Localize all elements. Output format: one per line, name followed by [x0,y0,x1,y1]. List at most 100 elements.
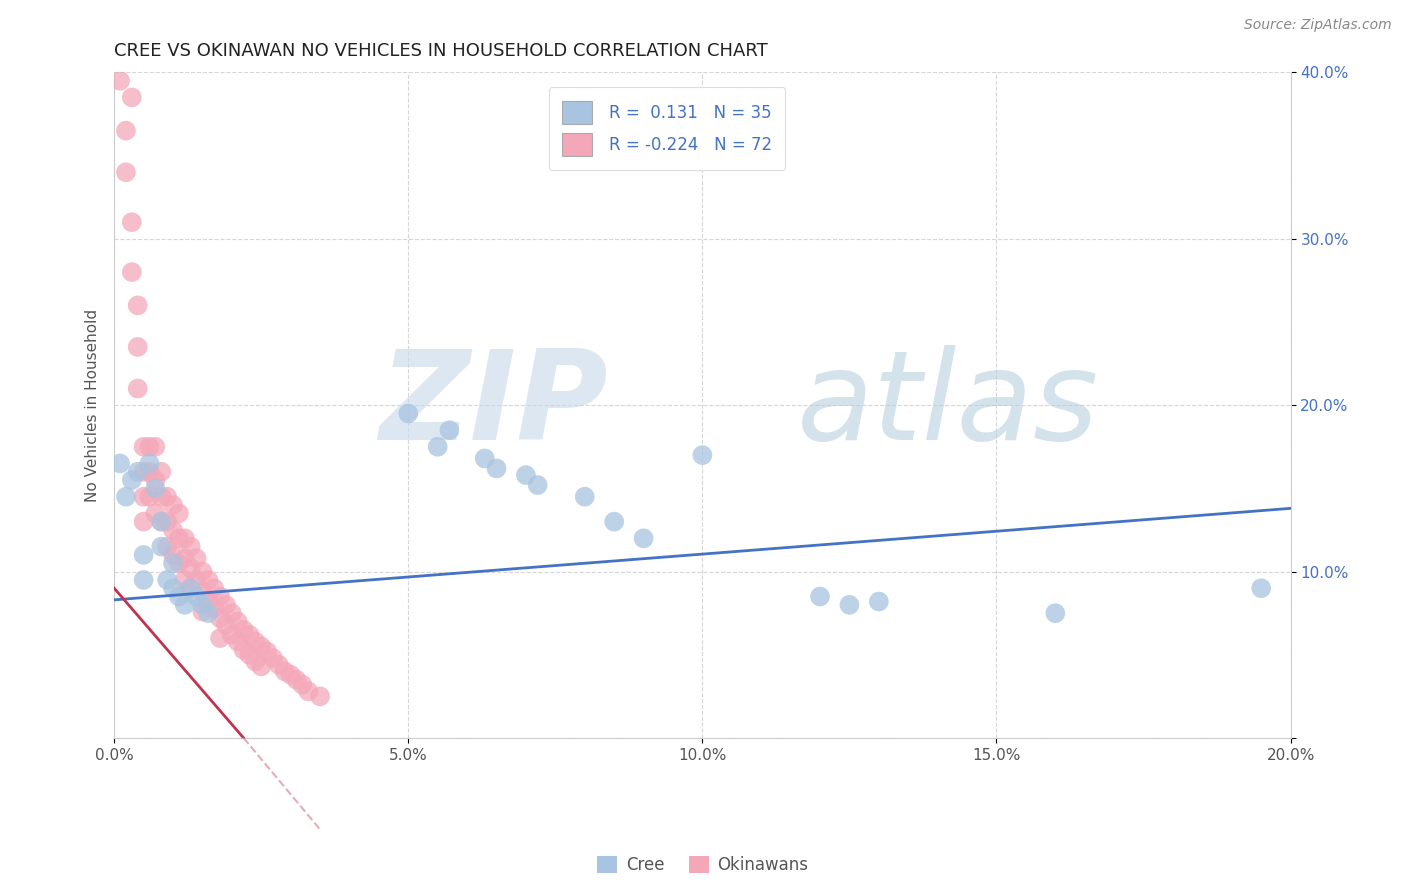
Point [202,601,225,615]
Point [191,598,214,612]
Point [150,490,173,504]
Point [191,584,214,599]
Point [145,482,167,496]
Point [197,606,219,620]
Point [156,490,179,504]
Point [121,473,143,487]
Point [215,598,238,612]
Point [396,407,419,421]
Point [150,515,173,529]
Point [197,594,219,608]
Point [132,490,155,504]
Point [162,548,184,562]
Point [197,573,219,587]
Point [426,440,449,454]
Point [186,590,208,604]
Point [291,678,314,692]
Point [162,498,184,512]
Point [156,515,179,529]
Point [526,478,548,492]
Point [127,298,149,312]
Point [474,451,496,466]
Point [838,598,860,612]
Point [115,165,138,179]
Point [150,465,173,479]
Point [232,642,254,657]
Point [132,573,155,587]
Point [574,490,596,504]
Point [121,265,143,279]
Point [115,490,138,504]
Point [167,531,190,545]
Point [209,590,232,604]
Point [108,74,131,88]
Text: CREE VS OKINAWAN NO VEHICLES IN HOUSEHOLD CORRELATION CHART: CREE VS OKINAWAN NO VEHICLES IN HOUSEHOL… [114,42,768,60]
Point [138,490,160,504]
Point [238,648,260,662]
Point [232,623,254,637]
Point [256,644,278,658]
Point [186,573,208,587]
Point [633,531,655,545]
Y-axis label: No Vehicles in Household: No Vehicles in Household [86,309,100,502]
Point [1250,581,1272,595]
Text: atlas: atlas [797,344,1098,466]
Point [138,440,160,454]
Point [191,605,214,619]
Point [180,581,202,595]
Point [180,561,202,575]
Point [238,628,260,642]
Point [145,440,167,454]
Point [132,440,155,454]
Point [439,423,461,437]
Point [1045,606,1067,620]
Point [173,573,195,587]
Point [186,551,208,566]
Point [132,515,155,529]
Point [127,465,149,479]
Point [309,690,332,704]
Point [221,606,243,620]
Point [145,506,167,520]
Point [138,457,160,471]
Point [173,598,195,612]
Point [121,90,143,104]
Point [167,556,190,570]
Point [267,657,290,672]
Point [209,611,232,625]
Point [808,590,831,604]
Point [127,340,149,354]
Point [167,590,190,604]
Point [108,457,131,471]
Point [167,506,190,520]
Point [297,684,319,698]
Point [280,667,302,681]
Point [215,617,238,632]
Legend: R =  0.131   N = 35, R = -0.224   N = 72: R = 0.131 N = 35, R = -0.224 N = 72 [548,87,786,169]
Point [603,515,626,529]
Point [173,551,195,566]
Point [180,540,202,554]
Point [156,540,179,554]
Point [202,581,225,595]
Point [245,634,267,648]
Point [180,581,202,595]
Point [250,659,273,673]
Point [226,634,249,648]
Text: Source: ZipAtlas.com: Source: ZipAtlas.com [1244,18,1392,32]
Point [209,631,232,645]
Point [150,540,173,554]
Point [162,523,184,537]
Legend: Cree, Okinawans: Cree, Okinawans [591,849,815,881]
Point [245,655,267,669]
Point [226,615,249,629]
Point [173,531,195,545]
Point [250,640,273,654]
Text: ZIP: ZIP [380,344,609,466]
Point [132,548,155,562]
Point [868,594,890,608]
Point [692,448,714,462]
Point [285,673,308,687]
Point [127,382,149,396]
Point [221,628,243,642]
